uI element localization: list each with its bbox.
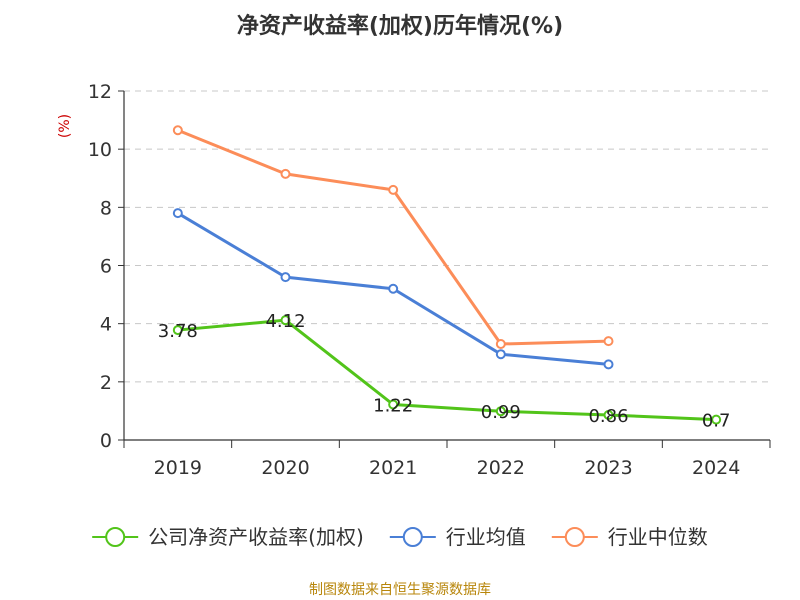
series-lines [172, 125, 722, 425]
y-tick-label: 12 [88, 81, 112, 103]
data-point [711, 414, 722, 425]
legend-circle-marker [564, 527, 585, 547]
data-point [495, 406, 506, 417]
data-label: 3.78 [158, 321, 198, 342]
legend-item[interactable]: 行业均值 [389, 525, 526, 549]
data-point [280, 315, 291, 326]
source-note: 制图数据来自恒生聚源数据库 [309, 582, 491, 598]
data-point [172, 325, 183, 336]
data-label: 0.86 [588, 406, 628, 427]
legend-circle-marker [402, 527, 423, 547]
legend-item[interactable]: 行业中位数 [551, 525, 708, 549]
data-labels: 3.78 4.12 1.22 0.99 0.86 0.7 [158, 311, 731, 431]
data-point [603, 359, 614, 370]
y-tick-label: 4 [100, 314, 112, 336]
data-label: 0.7 [702, 411, 731, 432]
x-tick-label: 2023 [584, 457, 632, 479]
data-label: 1.22 [373, 396, 413, 417]
data-label: 0.99 [481, 402, 521, 423]
data-point [495, 339, 506, 350]
data-label: 4.12 [265, 311, 305, 332]
y-tick-label: 0 [100, 430, 112, 452]
legend-label: 行业均值 [446, 525, 526, 549]
legend[interactable]: 公司净资产收益率(加权) 行业均值 行业中位数 [92, 525, 708, 549]
y-tick-label: 2 [100, 372, 112, 394]
legend-circle-marker [105, 527, 126, 547]
data-point [172, 125, 183, 136]
y-tick-label: 6 [100, 256, 112, 278]
data-point [280, 272, 291, 283]
legend-label: 公司净资产收益率(加权) [148, 525, 364, 549]
y-axis-unit-label: (%) [57, 114, 73, 138]
data-point [388, 399, 399, 410]
series-line [177, 318, 717, 422]
chart-title: 净资产收益率(加权)历年情况(%) [237, 13, 563, 39]
x-tick-label: 2019 [154, 457, 202, 479]
data-point [388, 283, 399, 294]
x-tick-label: 2020 [261, 457, 309, 479]
data-point [280, 168, 291, 179]
series-line [177, 128, 609, 346]
x-tick-label: 2022 [477, 457, 525, 479]
x-axis-ticks: 2019 2020 2021 2022 2023 2024 [123, 440, 771, 479]
legend-label: 行业中位数 [608, 525, 708, 549]
data-point [603, 409, 614, 420]
y-axis-ticks: 0 2 4 6 8 10 12 [88, 81, 124, 452]
data-point [495, 349, 506, 360]
data-point [172, 208, 183, 219]
data-point [388, 184, 399, 195]
data-point [603, 336, 614, 347]
gridlines [124, 90, 770, 383]
x-tick-label: 2021 [369, 457, 417, 479]
y-tick-label: 8 [100, 197, 112, 219]
x-tick-label: 2024 [692, 457, 740, 479]
y-tick-label: 10 [88, 139, 112, 161]
legend-item[interactable]: 公司净资产收益率(加权) [92, 525, 364, 549]
